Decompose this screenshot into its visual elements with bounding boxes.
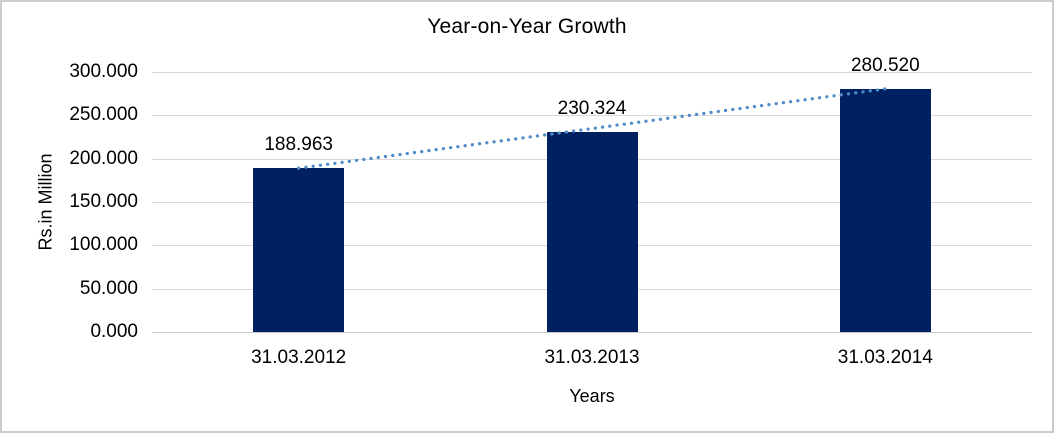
gridline [152, 72, 1032, 73]
y-tick-label: 250.000 [69, 104, 138, 126]
x-tick-label: 31.03.2014 [837, 347, 933, 368]
plot-area: 188.963 230.324 280.520 [152, 55, 1032, 333]
chart-title: Year-on-Year Growth [427, 15, 627, 38]
y-tick-label: 200.000 [69, 147, 138, 169]
x-tick-label: 31.03.2013 [544, 347, 640, 368]
x-axis-title: Years [569, 386, 615, 406]
bar-data-label: 280.520 [850, 54, 920, 76]
bar [839, 88, 931, 332]
bar [253, 168, 345, 332]
y-tick-label: 0.000 [90, 321, 138, 342]
y-tick-label: 50.000 [79, 277, 138, 299]
bar-data-label: 188.963 [264, 134, 333, 156]
x-tick-label: 31.03.2012 [251, 347, 347, 368]
bar [546, 132, 638, 332]
y-tick-label: 150.000 [69, 191, 138, 212]
y-tick-label: 300.000 [69, 61, 138, 82]
bar-data-label: 230.324 [557, 98, 627, 120]
x-axis-line [152, 332, 1032, 333]
y-tick-label: 100.000 [69, 234, 138, 256]
